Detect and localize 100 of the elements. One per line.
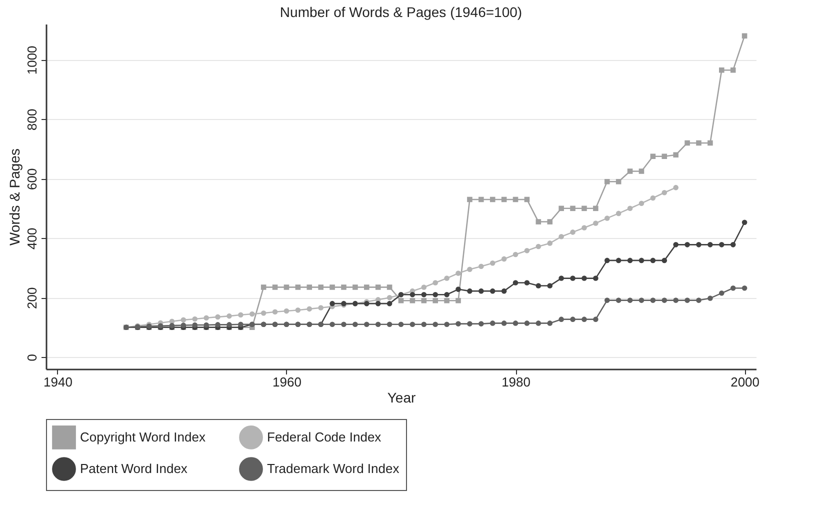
point (375, 322, 381, 328)
point (180, 317, 186, 323)
x-tick-label: 1940 (43, 374, 72, 390)
point (284, 308, 290, 314)
point (490, 260, 496, 266)
point (490, 320, 496, 326)
point (478, 196, 484, 202)
point (192, 316, 198, 322)
point (364, 322, 370, 328)
point (341, 284, 346, 290)
point (295, 284, 301, 290)
point (638, 258, 644, 264)
point (604, 216, 610, 221)
point (226, 322, 232, 328)
point (684, 242, 690, 248)
point (410, 292, 416, 298)
point (456, 321, 461, 326)
point (673, 298, 678, 303)
point (730, 285, 736, 291)
point (386, 294, 392, 300)
point (364, 284, 370, 290)
point (547, 320, 553, 326)
point (410, 322, 416, 328)
point (730, 242, 736, 248)
point (719, 290, 724, 296)
point (742, 220, 748, 226)
point (536, 219, 542, 224)
point (582, 225, 587, 230)
point (295, 307, 301, 313)
point (192, 322, 198, 328)
point (638, 168, 644, 174)
point (490, 196, 496, 202)
point (421, 284, 427, 290)
point (547, 219, 553, 224)
point (330, 300, 335, 306)
point (673, 242, 678, 248)
point (570, 316, 576, 322)
point (456, 270, 461, 276)
point (627, 258, 633, 264)
point (558, 276, 564, 281)
point (215, 314, 220, 320)
y-tick-label: 1000 (24, 46, 40, 75)
point (501, 288, 507, 294)
point (650, 298, 656, 303)
point (547, 240, 553, 246)
point (604, 178, 610, 184)
point (650, 195, 656, 201)
y-axis-title: Words & Pages (6, 148, 22, 246)
point (627, 206, 633, 212)
point (536, 283, 542, 288)
point (318, 305, 324, 310)
point (582, 316, 587, 322)
point (719, 242, 724, 248)
point (708, 140, 713, 146)
point (719, 67, 724, 73)
y-tick-label: 0 (24, 354, 40, 362)
point (215, 322, 220, 328)
x-axis-title: Year (387, 390, 416, 406)
point (490, 288, 496, 294)
point (684, 298, 690, 303)
point (386, 300, 392, 306)
point (673, 184, 678, 190)
point (375, 284, 381, 290)
point (501, 320, 507, 326)
point (650, 258, 656, 264)
point (386, 284, 392, 290)
point (444, 276, 450, 281)
point (547, 283, 553, 288)
point (432, 322, 438, 328)
point (524, 280, 530, 286)
point (204, 315, 209, 320)
point (398, 322, 404, 328)
point (341, 322, 346, 328)
y-tick-label: 600 (24, 168, 40, 190)
x-tick-label: 2000 (730, 374, 760, 390)
point (512, 320, 518, 326)
point (673, 152, 678, 158)
point (524, 320, 530, 326)
point (478, 264, 484, 270)
point (512, 252, 518, 258)
point (318, 284, 324, 290)
point (421, 292, 427, 298)
point (432, 292, 438, 298)
point (444, 322, 450, 328)
point (238, 322, 244, 328)
point (570, 206, 576, 212)
point (330, 284, 335, 290)
point (708, 242, 713, 248)
point (570, 230, 576, 235)
point (352, 284, 358, 290)
legend-label: Federal Code Index (267, 429, 382, 444)
point (375, 300, 381, 306)
point (421, 322, 427, 328)
point (662, 298, 668, 303)
point (432, 298, 438, 304)
point (742, 285, 748, 291)
point (501, 256, 507, 262)
point (467, 288, 472, 294)
point (582, 206, 587, 212)
point (238, 312, 244, 318)
